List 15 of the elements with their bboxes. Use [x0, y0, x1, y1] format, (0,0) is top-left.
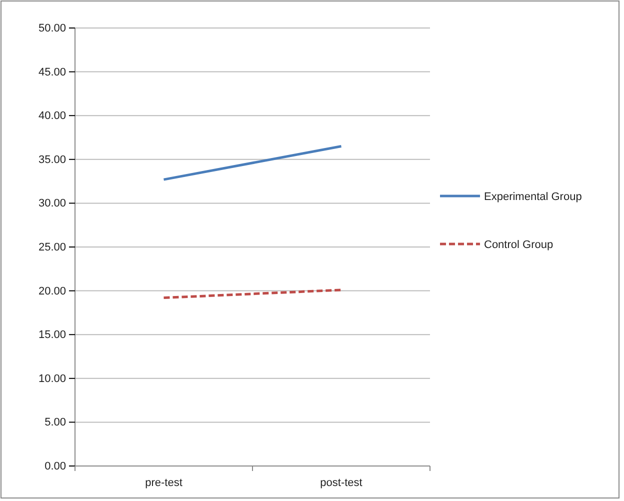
- y-tick-label: 15.00: [38, 329, 66, 342]
- y-tick-label: 35.00: [38, 154, 66, 166]
- y-tick-label: 0.00: [44, 460, 66, 473]
- y-tick-label: 50.00: [38, 22, 66, 35]
- legend-label: Control Group: [484, 238, 554, 251]
- y-tick-label: 5.00: [44, 416, 66, 429]
- y-tick-label: 10.00: [38, 372, 66, 385]
- y-tick-label: 40.00: [38, 110, 66, 122]
- x-tick-label: post-test: [320, 476, 362, 489]
- y-tick-label: 25.00: [38, 242, 66, 254]
- y-tick-label: 30.00: [38, 198, 66, 210]
- y-tick-label: 20.00: [38, 285, 66, 298]
- x-tick-label: pre-test: [145, 476, 182, 489]
- legend-label: Experimental Group: [484, 190, 582, 203]
- y-tick-label: 45.00: [38, 66, 66, 78]
